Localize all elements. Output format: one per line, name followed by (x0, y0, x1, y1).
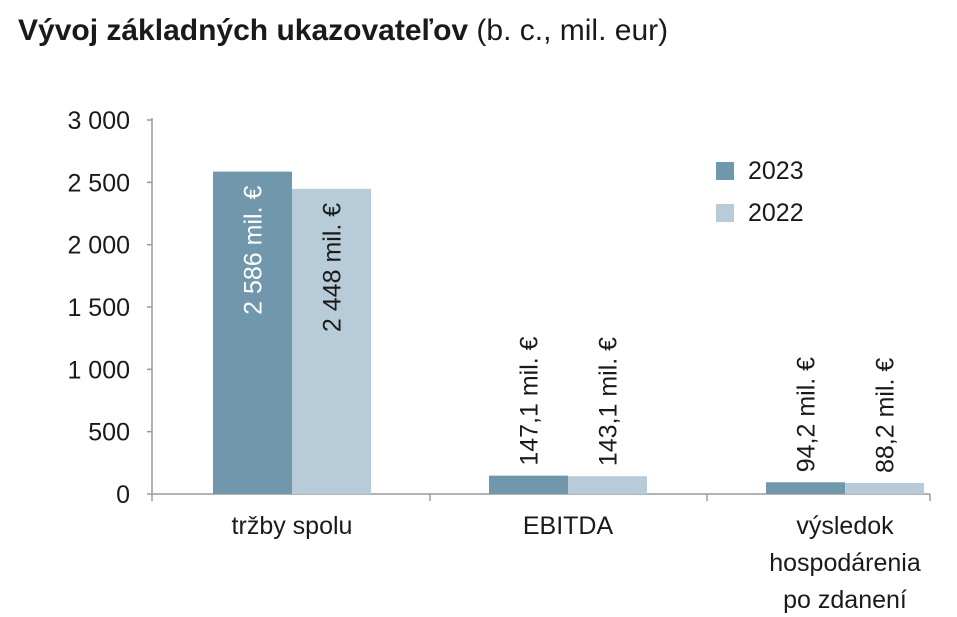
category-label: tržby spolu (232, 512, 353, 540)
chart-title: Vývoj základných ukazovateľov (b. c., mi… (18, 14, 668, 48)
category-label: EBITDA (523, 512, 614, 540)
y-tick-label: 1 500 (67, 294, 130, 322)
chart-title-main: Vývoj základných ukazovateľov (18, 14, 469, 47)
data-label: 2 586 mil. € (240, 186, 268, 315)
data-label: 2 448 mil. € (319, 203, 347, 332)
bar-2023-1 (489, 475, 568, 494)
data-label: 94,2 mil. € (793, 357, 821, 472)
y-tick-label: 0 (116, 481, 130, 509)
y-tick-label: 2 500 (67, 169, 130, 197)
data-label: 143,1 mil. € (595, 337, 623, 466)
bar-2023-0 (213, 171, 292, 494)
legend-label-2023: 2023 (748, 157, 804, 185)
y-tick-label: 3 000 (67, 107, 130, 135)
legend-swatch-2023 (716, 162, 734, 180)
category-label: po zdanení (783, 586, 907, 614)
y-tick-label: 500 (88, 419, 130, 447)
data-label: 147,1 mil. € (516, 336, 544, 465)
legend-swatch-2022 (716, 204, 734, 222)
bar-2022-2 (845, 483, 924, 494)
category-label: výsledok (796, 512, 894, 540)
y-tick-label: 1 000 (67, 356, 130, 384)
legend-label-2022: 2022 (748, 199, 804, 227)
bar-2022-0 (292, 188, 371, 495)
bar-2023-2 (766, 482, 845, 494)
data-label: 88,2 mil. € (872, 358, 900, 473)
bar-2022-1 (568, 476, 647, 494)
y-tick-label: 2 000 (67, 232, 130, 260)
chart-title-sub: (b. c., mil. eur) (476, 14, 669, 47)
category-label: hospodárenia (769, 549, 921, 577)
